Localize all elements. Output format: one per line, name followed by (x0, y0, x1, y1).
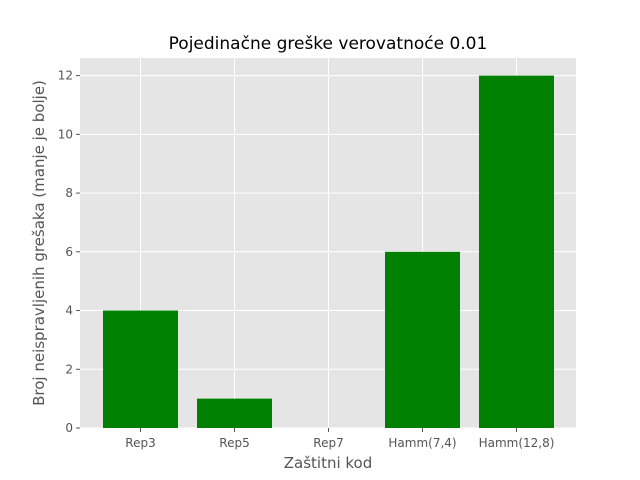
y-tick-label: 8 (65, 186, 73, 200)
x-tick-label: Hamm(12,8) (479, 436, 555, 450)
y-tick-label: 0 (65, 421, 73, 435)
bars (103, 75, 554, 428)
y-axis-ticks: 0 2 4 6 8 10 12 (58, 69, 80, 435)
x-axis-label: Zaštitni kod (284, 454, 373, 472)
x-axis-ticks: Rep3 Rep5 Rep7 Hamm(7,4) Hamm(12,8) (125, 428, 554, 450)
x-tick-label: Rep3 (125, 436, 155, 450)
x-tick-label: Rep7 (313, 436, 343, 450)
y-tick-label: 4 (65, 304, 73, 318)
y-tick-label: 12 (58, 69, 73, 83)
bar (103, 310, 178, 428)
bar (385, 251, 460, 428)
y-tick-label: 10 (58, 127, 73, 141)
y-axis-label: Broj neispravljenih grešaka (manje je bo… (30, 80, 48, 406)
y-tick-label: 2 (65, 362, 73, 376)
x-tick-label: Rep5 (219, 436, 249, 450)
bar (197, 398, 272, 428)
x-tick-label: Hamm(7,4) (388, 436, 456, 450)
bar (479, 75, 554, 428)
chart-title: Pojedinačne greške verovatnoće 0.01 (169, 34, 488, 54)
y-tick-label: 6 (65, 245, 73, 259)
